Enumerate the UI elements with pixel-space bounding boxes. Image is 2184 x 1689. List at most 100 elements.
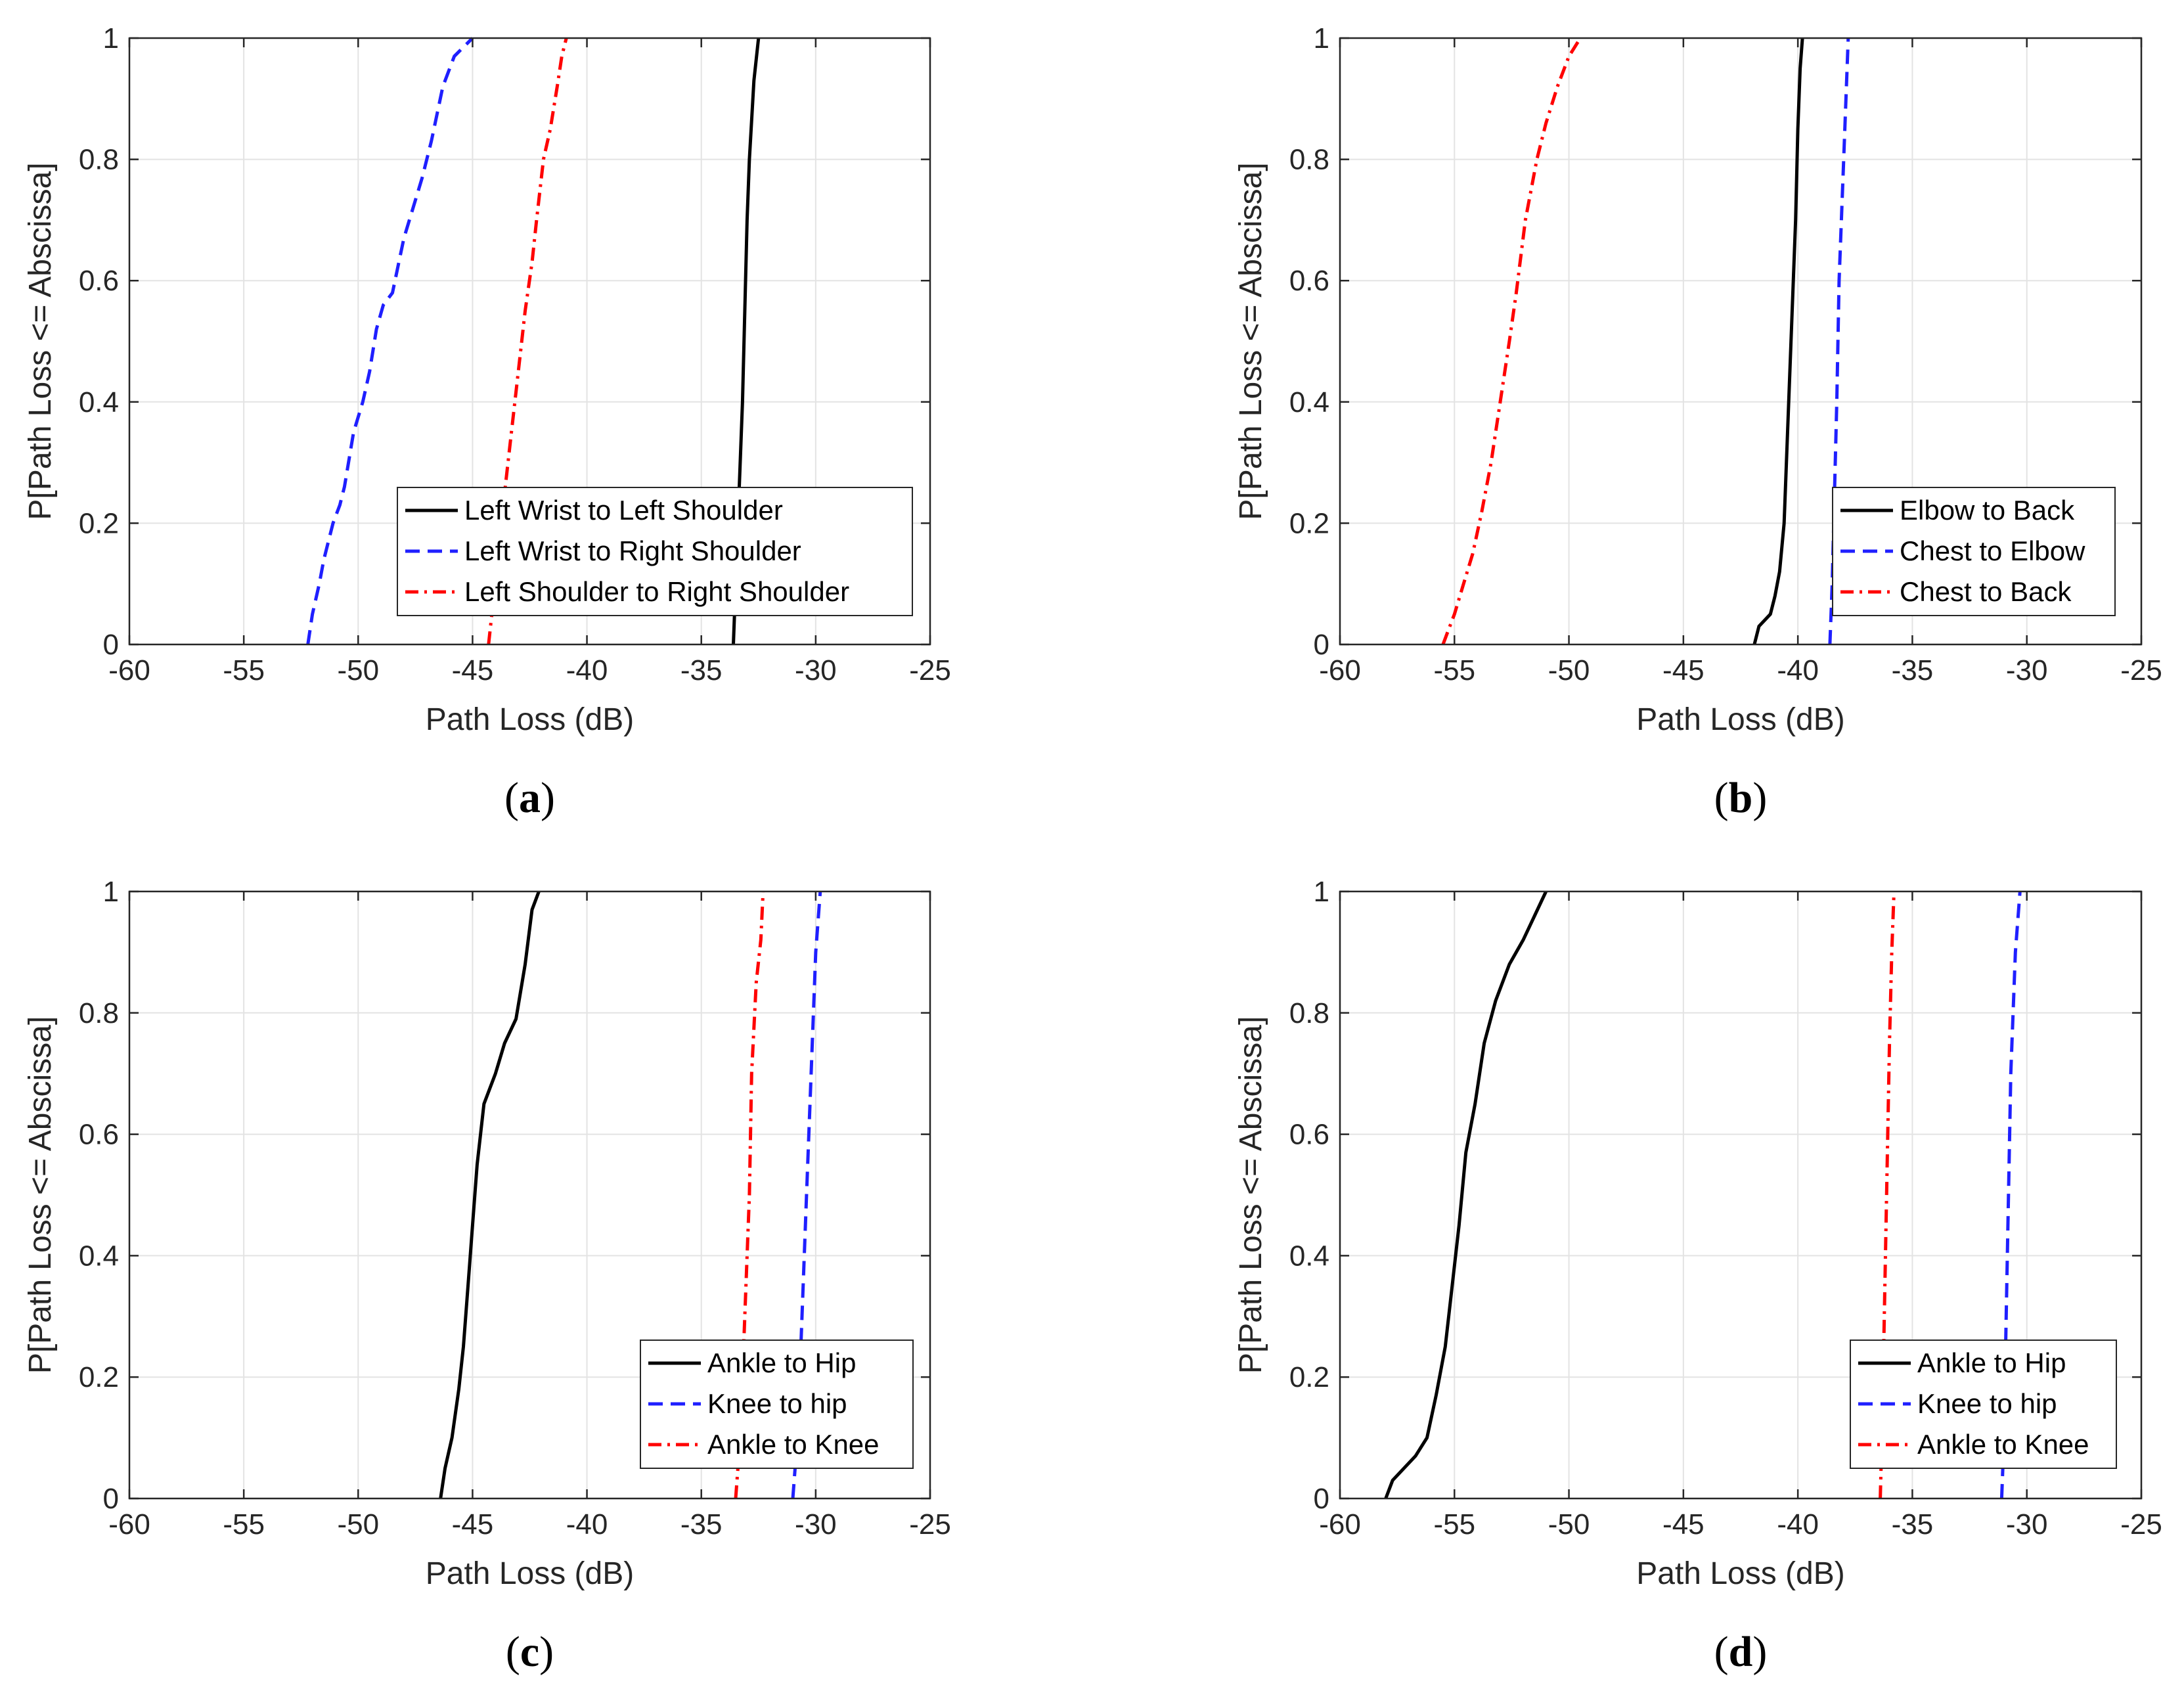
x-tick-label: -35 <box>1892 654 1934 687</box>
x-tick-label: -55 <box>1433 1508 1475 1541</box>
legend-box <box>640 1340 914 1469</box>
legend-entry-1: Left Wrist to Left Shoulder <box>464 495 783 526</box>
legend-entry-3: Left Shoulder to Right Shoulder <box>464 576 849 607</box>
legend: Ankle to Hip Knee to hip Ankle to Knee <box>1850 1340 2117 1469</box>
legend-entry-1: Ankle to Hip <box>1917 1347 2066 1378</box>
series-line-2 <box>306 37 474 645</box>
x-tick-label: -45 <box>1662 1508 1705 1541</box>
y-tick-label: 0.8 <box>79 144 119 176</box>
series-line-1 <box>1752 37 1804 645</box>
legend-box <box>397 487 913 616</box>
x-tick-label: -25 <box>2120 654 2162 687</box>
y-tick-label: 0.4 <box>1289 1240 1329 1272</box>
x-tick-label: -40 <box>1777 654 1819 687</box>
y-axis-label: P[Path Loss <= Abscissa] <box>23 162 58 520</box>
x-tick-label: -60 <box>108 654 150 687</box>
x-tick-label: -30 <box>795 1508 837 1541</box>
x-tick-label: -30 <box>2006 654 2048 687</box>
x-axis-label: Path Loss (dB) <box>426 702 634 737</box>
y-tick-label: 1 <box>103 22 119 55</box>
y-tick-label: 0 <box>1314 629 1329 661</box>
y-axis-label: P[Path Loss <= Abscissa] <box>23 1016 58 1374</box>
y-tick-label: 1 <box>1314 876 1329 908</box>
legend-entry-2: Chest to Elbow <box>1900 535 2085 566</box>
panel-label: (b) <box>1714 774 1768 822</box>
x-tick-label: -60 <box>1319 654 1361 687</box>
y-tick-label: 1 <box>1314 22 1329 55</box>
legend-entry-3: Ankle to Knee <box>1917 1429 2089 1460</box>
x-tick-label: -25 <box>2120 1508 2162 1541</box>
series-line-1 <box>1384 890 1548 1499</box>
legend-entry-2: Knee to hip <box>1917 1388 2057 1419</box>
x-tick-label: -35 <box>680 654 723 687</box>
panel-b: -60 -55 -50 -45 -40 -35 -30 -25 0 0.2 0.4 0.6 0.8 1 Pa… <box>1234 22 2162 822</box>
panel-label: (a) <box>504 774 555 822</box>
y-tick-label: 0.4 <box>1289 386 1329 418</box>
x-tick-label: -40 <box>566 654 608 687</box>
x-tick-label: -55 <box>223 1508 265 1541</box>
y-tick-label: 0.8 <box>79 997 119 1029</box>
x-axis-label: Path Loss (dB) <box>1636 1556 1844 1591</box>
series-line-2 <box>1999 891 2022 1499</box>
legend: Ankle to Hip Knee to hip Ankle to Knee <box>640 1340 914 1469</box>
y-tick-label: 1 <box>103 876 119 908</box>
axes-box <box>1339 37 2143 646</box>
x-axis-label: Path Loss (dB) <box>426 1556 634 1591</box>
x-tick-label: -55 <box>223 654 265 687</box>
y-tick-label: 0.2 <box>1289 507 1329 539</box>
axes-box <box>1339 890 2143 1500</box>
y-tick-label: 0.6 <box>1289 265 1329 297</box>
y-tick-label: 0.2 <box>79 507 119 539</box>
panel-d: -60 -55 -50 -45 -40 -35 -30 -25 0 0.2 0.4 0.6 0.8 1 Pa… <box>1234 876 2162 1676</box>
x-tick-label: -60 <box>1319 1508 1361 1541</box>
y-tick-label: 0.2 <box>1289 1361 1329 1393</box>
y-tick-label: 0 <box>1314 1483 1329 1515</box>
panel-label: (d) <box>1714 1628 1768 1676</box>
x-tick-label: -45 <box>452 1508 494 1541</box>
legend-entry-1: Ankle to Hip <box>707 1347 856 1378</box>
x-tick-label: -50 <box>337 1508 379 1541</box>
series-line-2 <box>791 891 822 1499</box>
y-tick-label: 0.8 <box>1289 997 1329 1029</box>
x-tick-label: -25 <box>909 654 951 687</box>
x-tick-label: -40 <box>1777 1508 1819 1541</box>
x-axis-label: Path Loss (dB) <box>1636 702 1844 737</box>
legend: Elbow to Back Chest to Elbow Chest to Back <box>1832 487 2116 616</box>
legend-entry-2: Left Wrist to Right Shoulder <box>464 535 801 566</box>
y-tick-label: 0 <box>103 629 119 661</box>
x-tick-label: -30 <box>795 654 837 687</box>
x-tick-label: -50 <box>337 654 379 687</box>
legend-entry-3: Ankle to Knee <box>707 1429 880 1460</box>
y-tick-label: 0.8 <box>1289 144 1329 176</box>
x-tick-label: -45 <box>452 654 494 687</box>
x-tick-label: -40 <box>566 1508 608 1541</box>
y-tick-label: 0.6 <box>79 265 119 297</box>
legend: Left Wrist to Left Shoulder Left Wrist to… <box>397 487 913 616</box>
legend-entry-1: Elbow to Back <box>1900 495 2075 526</box>
y-tick-label: 0.4 <box>79 386 119 418</box>
panel-c: -60 -55 -50 -45 -40 -35 -30 -25 0 0.2 0.4 0.6 0.8 1 Pa… <box>23 876 951 1676</box>
series-line-1 <box>439 891 541 1499</box>
y-tick-label: 0 <box>103 1483 119 1515</box>
y-axis-label: P[Path Loss <= Abscissa] <box>1234 1016 1268 1374</box>
y-tick-label: 0.6 <box>79 1119 119 1151</box>
x-tick-label: -50 <box>1548 654 1590 687</box>
x-tick-label: -60 <box>108 1508 150 1541</box>
y-tick-label: 0.4 <box>79 1240 119 1272</box>
x-tick-label: -50 <box>1548 1508 1590 1541</box>
x-tick-label: -25 <box>909 1508 951 1541</box>
panel-label: (c) <box>506 1628 554 1676</box>
y-tick-label: 0.6 <box>1289 1119 1329 1151</box>
series-line-3 <box>1441 37 1582 645</box>
x-tick-label: -35 <box>680 1508 723 1541</box>
panel-a: -60 -55 -50 -45 -40 -35 -30 -25 0 0.2 0.4 0.6 0.8 1 Pa… <box>23 22 951 822</box>
axes-box <box>128 37 931 646</box>
x-tick-label: -55 <box>1433 654 1475 687</box>
x-tick-label: -35 <box>1892 1508 1934 1541</box>
series-line-3 <box>734 891 765 1499</box>
series-line-3 <box>487 37 568 645</box>
y-tick-label: 0.2 <box>79 1361 119 1393</box>
x-tick-label: -45 <box>1662 654 1705 687</box>
